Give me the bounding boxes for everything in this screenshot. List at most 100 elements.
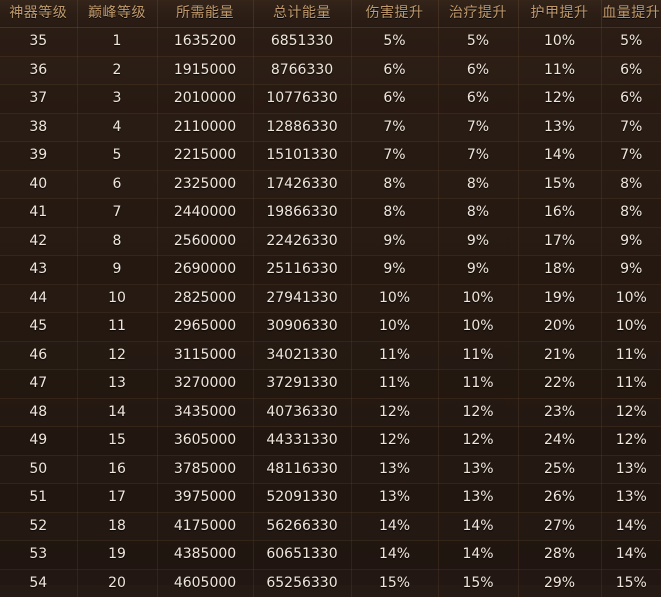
- cell-damage-boost: 5%: [351, 28, 438, 57]
- cell-artifact-level: 45: [0, 313, 77, 342]
- cell-total-energy: 37291330: [253, 370, 351, 399]
- cell-health-boost: 10%: [601, 313, 661, 342]
- cell-total-energy: 6851330: [253, 28, 351, 57]
- cell-peak-level: 16: [77, 455, 157, 484]
- cell-damage-boost: 14%: [351, 541, 438, 570]
- cell-peak-level: 4: [77, 113, 157, 142]
- cell-damage-boost: 7%: [351, 113, 438, 142]
- cell-peak-level: 1: [77, 28, 157, 57]
- cell-health-boost: 12%: [601, 398, 661, 427]
- cell-damage-boost: 8%: [351, 199, 438, 228]
- cell-damage-boost: 7%: [351, 142, 438, 171]
- cell-healing-boost: 12%: [438, 398, 518, 427]
- cell-artifact-level: 52: [0, 512, 77, 541]
- cell-total-energy: 22426330: [253, 227, 351, 256]
- cell-damage-boost: 12%: [351, 398, 438, 427]
- column-header-required-energy: 所需能量: [157, 0, 253, 28]
- cell-required-energy: 2325000: [157, 170, 253, 199]
- cell-peak-level: 14: [77, 398, 157, 427]
- cell-health-boost: 7%: [601, 113, 661, 142]
- cell-required-energy: 4385000: [157, 541, 253, 570]
- cell-healing-boost: 7%: [438, 113, 518, 142]
- cell-healing-boost: 9%: [438, 227, 518, 256]
- cell-peak-level: 5: [77, 142, 157, 171]
- cell-health-boost: 8%: [601, 170, 661, 199]
- cell-health-boost: 13%: [601, 484, 661, 513]
- cell-required-energy: 4605000: [157, 569, 253, 597]
- cell-armor-boost: 19%: [518, 284, 601, 313]
- cell-total-energy: 52091330: [253, 484, 351, 513]
- cell-peak-level: 11: [77, 313, 157, 342]
- cell-damage-boost: 8%: [351, 170, 438, 199]
- cell-artifact-level: 42: [0, 227, 77, 256]
- cell-healing-boost: 5%: [438, 28, 518, 57]
- cell-armor-boost: 18%: [518, 256, 601, 285]
- cell-total-energy: 25116330: [253, 256, 351, 285]
- cell-artifact-level: 43: [0, 256, 77, 285]
- cell-health-boost: 13%: [601, 455, 661, 484]
- cell-required-energy: 2690000: [157, 256, 253, 285]
- column-header-armor-boost: 护甲提升: [518, 0, 601, 28]
- cell-healing-boost: 6%: [438, 85, 518, 114]
- cell-required-energy: 1635200: [157, 28, 253, 57]
- cell-peak-level: 12: [77, 341, 157, 370]
- cell-healing-boost: 7%: [438, 142, 518, 171]
- cell-artifact-level: 54: [0, 569, 77, 597]
- cell-health-boost: 10%: [601, 284, 661, 313]
- cell-peak-level: 10: [77, 284, 157, 313]
- cell-total-energy: 56266330: [253, 512, 351, 541]
- cell-total-energy: 19866330: [253, 199, 351, 228]
- cell-artifact-level: 35: [0, 28, 77, 57]
- cell-artifact-level: 38: [0, 113, 77, 142]
- cell-health-boost: 7%: [601, 142, 661, 171]
- cell-healing-boost: 15%: [438, 569, 518, 597]
- cell-required-energy: 2110000: [157, 113, 253, 142]
- cell-required-energy: 3115000: [157, 341, 253, 370]
- cell-health-boost: 12%: [601, 427, 661, 456]
- artifact-upgrade-table-panel: 神器等级 巅峰等级 所需能量 总计能量 伤害提升 治疗提升 护甲提升 血量提升 …: [0, 0, 661, 585]
- cell-damage-boost: 6%: [351, 85, 438, 114]
- cell-artifact-level: 39: [0, 142, 77, 171]
- cell-healing-boost: 9%: [438, 256, 518, 285]
- cell-peak-level: 9: [77, 256, 157, 285]
- cell-health-boost: 11%: [601, 341, 661, 370]
- cell-required-energy: 2440000: [157, 199, 253, 228]
- cell-required-energy: 2215000: [157, 142, 253, 171]
- cell-artifact-level: 53: [0, 541, 77, 570]
- cell-required-energy: 3270000: [157, 370, 253, 399]
- table-header-row: 神器等级 巅峰等级 所需能量 总计能量 伤害提升 治疗提升 护甲提升 血量提升: [0, 0, 661, 28]
- cell-armor-boost: 17%: [518, 227, 601, 256]
- cell-artifact-level: 46: [0, 341, 77, 370]
- cell-artifact-level: 48: [0, 398, 77, 427]
- cell-required-energy: 1915000: [157, 56, 253, 85]
- cell-total-energy: 65256330: [253, 569, 351, 597]
- cell-healing-boost: 8%: [438, 199, 518, 228]
- cell-required-energy: 2825000: [157, 284, 253, 313]
- cell-damage-boost: 13%: [351, 484, 438, 513]
- cell-damage-boost: 11%: [351, 341, 438, 370]
- cell-damage-boost: 13%: [351, 455, 438, 484]
- cell-health-boost: 11%: [601, 370, 661, 399]
- cell-total-energy: 8766330: [253, 56, 351, 85]
- cell-healing-boost: 14%: [438, 512, 518, 541]
- cell-peak-level: 8: [77, 227, 157, 256]
- cell-required-energy: 3785000: [157, 455, 253, 484]
- column-header-health-boost: 血量提升: [601, 0, 661, 28]
- cell-total-energy: 48116330: [253, 455, 351, 484]
- column-header-total-energy: 总计能量: [253, 0, 351, 28]
- cell-health-boost: 6%: [601, 85, 661, 114]
- cell-damage-boost: 6%: [351, 56, 438, 85]
- cell-armor-boost: 14%: [518, 142, 601, 171]
- cell-peak-level: 13: [77, 370, 157, 399]
- cell-artifact-level: 44: [0, 284, 77, 313]
